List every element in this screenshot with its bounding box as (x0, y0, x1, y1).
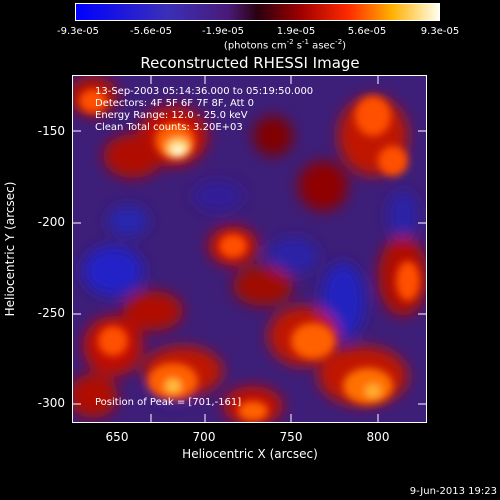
y-axis-label: Heliocentric Y (arcsec) (3, 181, 17, 317)
y-tick-label: -250 (37, 306, 65, 320)
x-tick-label: 700 (192, 430, 216, 444)
colorbar (75, 3, 440, 21)
peak-position-annotation: Position of Peak = [701,-161] (95, 397, 242, 408)
y-tick-label: -300 (37, 396, 65, 410)
y-tick-label: -150 (37, 124, 65, 138)
colorbar-tick: -1.9e-05 (202, 26, 244, 37)
plot-title: Reconstructed RHESSI Image (140, 54, 360, 72)
energy-range-annotation: Energy Range: 12.0 - 25.0 keV (95, 110, 248, 121)
colorbar-unit-label: (photons cm-2 s-1 asec-2) (223, 38, 347, 52)
x-tick-label: 750 (279, 430, 303, 444)
colorbar-tick: 9.3e-05 (420, 26, 460, 37)
clean-counts-annotation: Clean Total counts: 3.20E+03 (95, 122, 243, 133)
colorbar-gradient (76, 4, 439, 20)
x-tick-label: 650 (105, 430, 129, 444)
footer-date: 9-Jun-2013 19:23 (409, 486, 497, 497)
x-tick-label: 800 (366, 430, 390, 444)
colorbar-tick: -5.6e-05 (130, 26, 172, 37)
rhessi-image (72, 75, 427, 423)
colorbar-tick: -9.3e-05 (57, 26, 99, 37)
time-range-annotation: 13-Sep-2003 05:14:36.000 to 05:19:50.000 (95, 86, 314, 97)
colorbar-tick: 5.6e-05 (347, 26, 387, 37)
x-axis-label: Heliocentric X (arcsec) (182, 447, 318, 461)
colorbar-tick: 1.9e-05 (276, 26, 316, 37)
y-tick-label: -200 (37, 215, 65, 229)
detectors-annotation: Detectors: 4F 5F 6F 7F 8F, Att 0 (95, 98, 255, 109)
rhessi-heatmap (73, 76, 426, 422)
